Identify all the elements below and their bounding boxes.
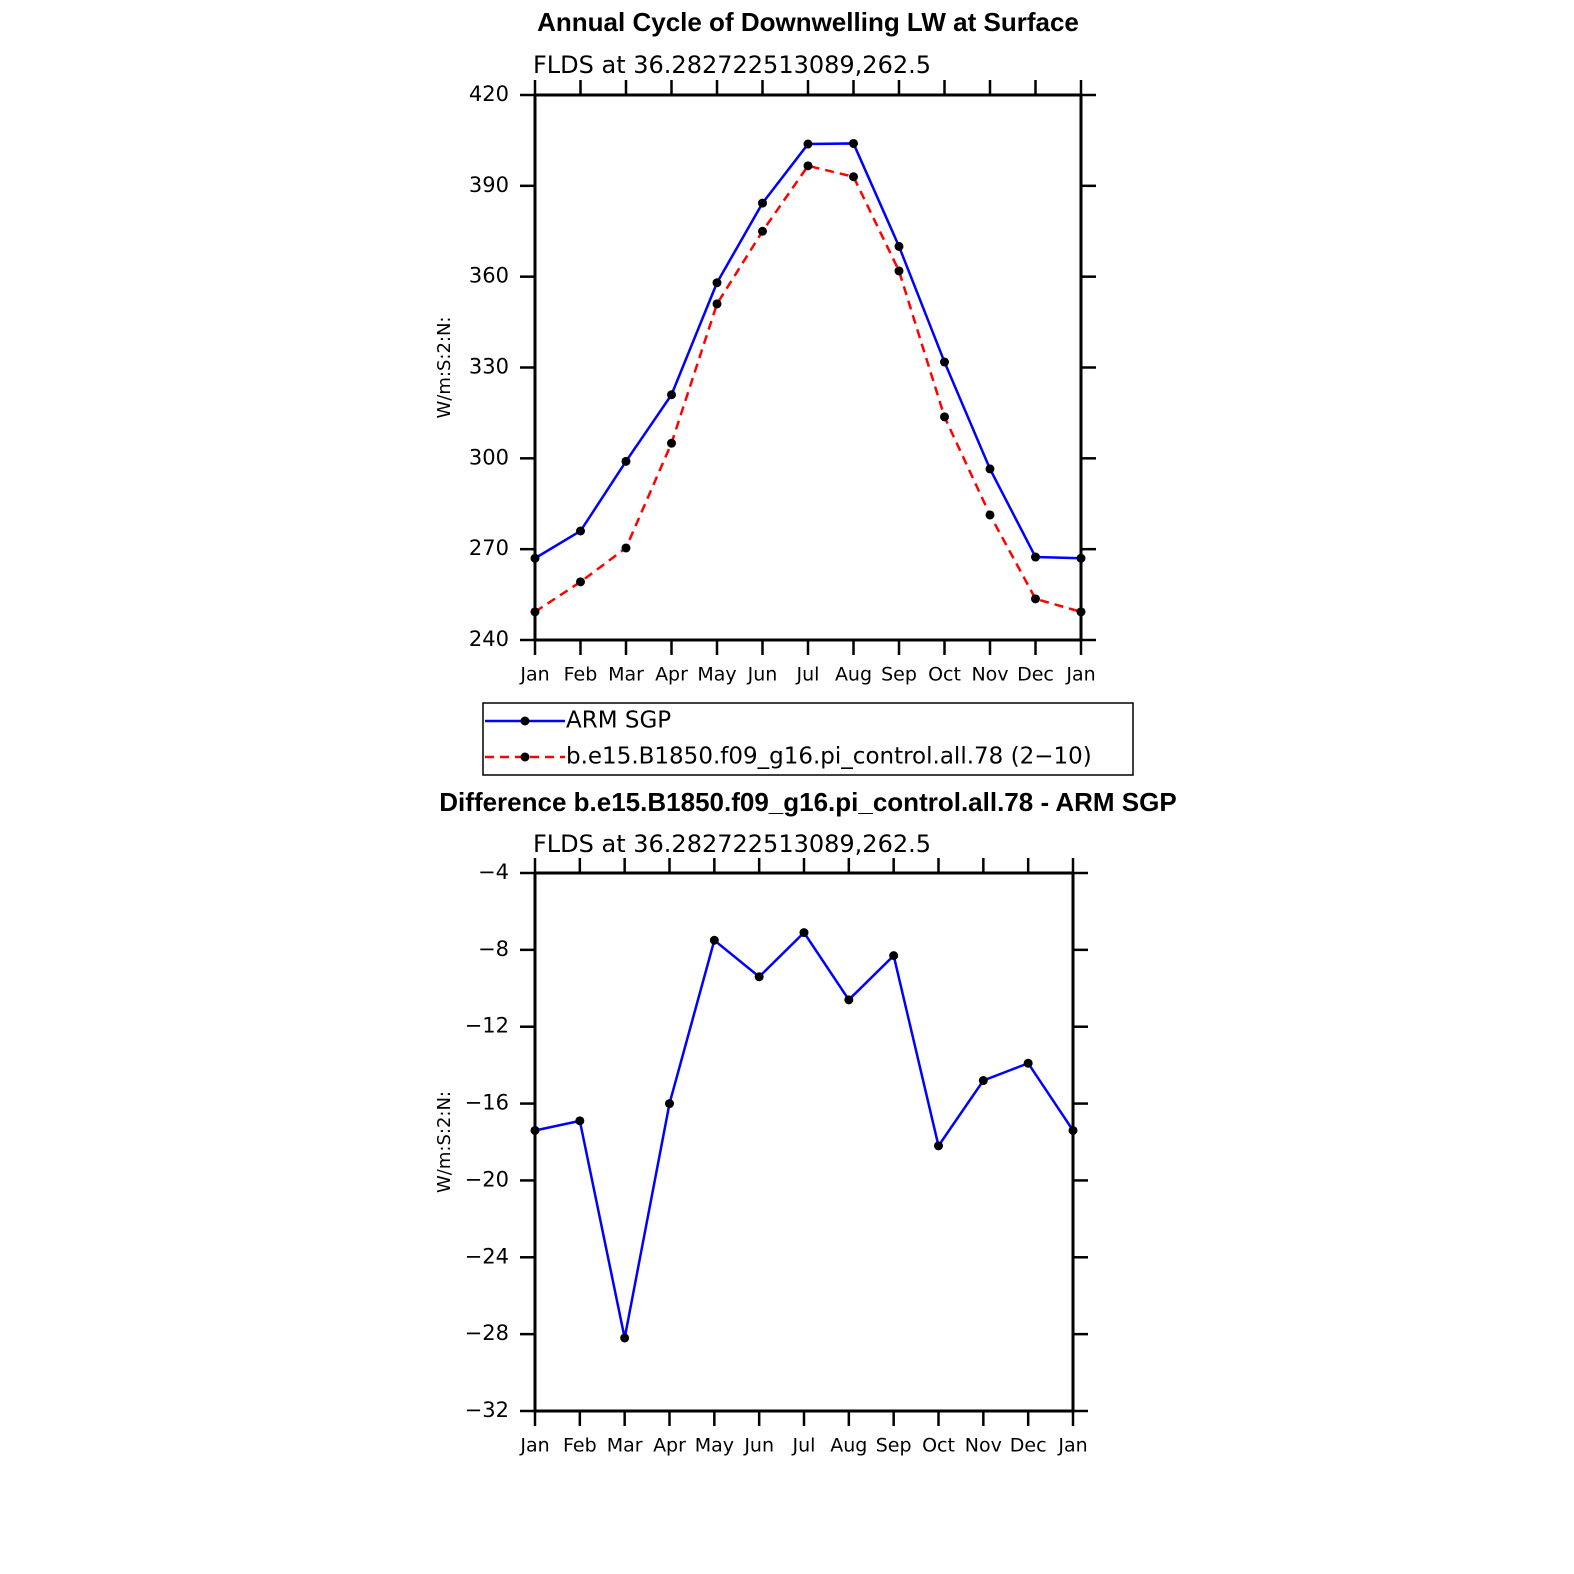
x-tick-label: Mar — [607, 1435, 643, 1457]
x-tick-label: Sep — [881, 664, 917, 686]
legend-label: ARM SGP — [566, 708, 671, 734]
data-point — [985, 510, 995, 520]
data-point — [940, 412, 949, 422]
series-line — [534, 930, 1075, 1339]
data-point — [758, 226, 767, 236]
x-tick-label: Jan — [1057, 1435, 1087, 1457]
x-tick-label: Apr — [655, 664, 688, 686]
chart-subtitle: FLDS at 36.282722513089,262.5 — [533, 830, 931, 858]
x-tick-label: Jan — [519, 664, 549, 686]
data-point — [665, 1099, 674, 1109]
x-tick-label: Oct — [922, 1435, 955, 1457]
series-line — [534, 142, 1082, 560]
x-tick-label: Feb — [564, 664, 598, 686]
data-point — [1076, 553, 1086, 563]
y-tick-label: 330 — [469, 355, 509, 379]
data-point — [576, 577, 585, 587]
data-point — [754, 972, 764, 982]
x-tick-label: Apr — [653, 1435, 686, 1457]
data-point — [1023, 1058, 1033, 1068]
legend-box — [482, 702, 1134, 776]
x-tick-label: Mar — [608, 664, 644, 686]
x-tick-label: Nov — [965, 1435, 1002, 1457]
x-tick-label: Jan — [1065, 664, 1095, 686]
data-point — [1031, 594, 1040, 604]
data-point — [894, 266, 904, 276]
x-tick-label: Nov — [971, 664, 1008, 686]
data-point — [530, 607, 540, 617]
x-tick-label: Aug — [835, 664, 872, 686]
x-tick-label: May — [695, 1435, 734, 1457]
x-tick-label: Oct — [928, 664, 961, 686]
y-tick-label: −20 — [465, 1167, 509, 1191]
y-tick-label: 390 — [469, 173, 509, 197]
legend-label: b.e15.B1850.f09_g16.pi_control.all.78 (2… — [566, 744, 1092, 770]
series-line — [534, 164, 1082, 614]
plot-frame — [533, 93, 1083, 642]
y-tick-label: −28 — [465, 1321, 509, 1345]
data-point — [799, 928, 809, 938]
chart-title: Difference b.e15.B1850.f09_g16.pi_contro… — [439, 787, 1176, 817]
y-tick-label: 420 — [469, 82, 509, 106]
data-point — [575, 1116, 585, 1126]
data-point — [667, 438, 676, 448]
data-point — [934, 1141, 943, 1151]
y-tick-label: 240 — [469, 627, 509, 651]
legend-marker — [520, 716, 530, 726]
data-point — [709, 935, 719, 945]
data-point — [1076, 607, 1086, 617]
data-point — [844, 995, 854, 1005]
x-tick-label: Feb — [563, 1435, 597, 1457]
x-tick-label: Dec — [1010, 1435, 1047, 1457]
x-tick-label: Jul — [796, 664, 820, 686]
x-tick-label: Jun — [747, 664, 778, 686]
x-tick-label: Jan — [519, 1435, 549, 1457]
y-tick-label: −32 — [465, 1398, 509, 1422]
y-tick-label: 270 — [469, 536, 509, 560]
y-tick-label: −4 — [478, 860, 509, 884]
data-point — [849, 172, 858, 182]
data-point — [1031, 552, 1040, 562]
data-point — [667, 390, 676, 400]
data-point — [803, 139, 813, 149]
data-point — [894, 241, 904, 251]
x-tick-label: Aug — [830, 1435, 867, 1457]
data-point — [849, 138, 858, 148]
data-point — [621, 543, 631, 553]
y-tick-label: 360 — [469, 264, 509, 288]
data-point — [1068, 1125, 1078, 1135]
y-tick-label: −8 — [478, 937, 509, 961]
x-tick-label: Dec — [1017, 664, 1054, 686]
data-point — [712, 278, 722, 288]
data-point — [712, 299, 722, 309]
y-axis-label: W/m:S:2:N: — [434, 317, 455, 419]
data-point — [620, 1333, 630, 1343]
data-point — [985, 464, 995, 474]
y-tick-label: −16 — [465, 1091, 509, 1115]
y-tick-label: −12 — [465, 1014, 509, 1038]
data-point — [889, 951, 899, 961]
chart-subtitle: FLDS at 36.282722513089,262.5 — [533, 51, 931, 79]
y-axis-label: W/m:S:2:N: — [434, 1091, 455, 1193]
data-point — [978, 1076, 988, 1086]
x-tick-label: Sep — [876, 1435, 912, 1457]
chart-title: Annual Cycle of Downwelling LW at Surfac… — [537, 7, 1079, 37]
data-point — [530, 553, 540, 563]
data-point — [576, 526, 585, 536]
y-tick-label: −24 — [465, 1244, 509, 1268]
data-point — [803, 161, 813, 171]
data-point — [621, 456, 631, 466]
data-point — [530, 1125, 540, 1135]
x-tick-label: Jul — [792, 1435, 816, 1457]
x-tick-label: May — [697, 664, 736, 686]
data-point — [940, 357, 949, 367]
data-point — [758, 198, 767, 208]
plot-frame — [533, 871, 1075, 1413]
y-tick-label: 300 — [469, 445, 509, 469]
legend-marker — [520, 752, 530, 762]
x-tick-label: Jun — [743, 1435, 774, 1457]
